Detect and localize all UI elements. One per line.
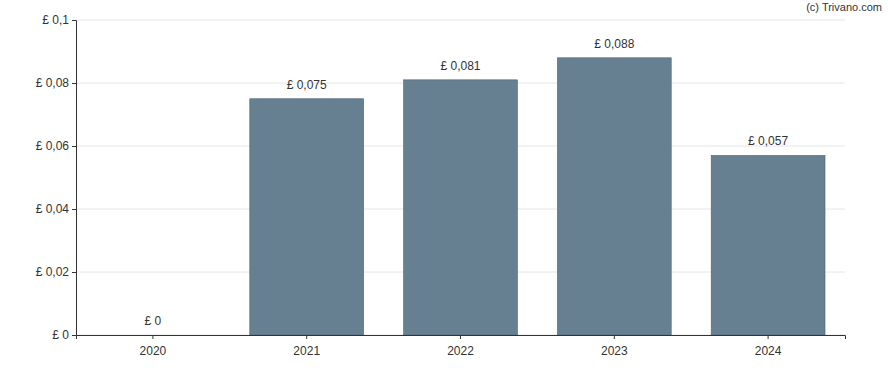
data-label: £ 0,075 — [287, 78, 327, 92]
plot: £ 0 £ 0,02 £ 0,04 £ 0,06 £ 0,08 £ 0,1 2020 2021… — [36, 13, 846, 358]
bar — [557, 58, 671, 335]
y-tick-mark — [72, 20, 76, 21]
x-tick-label: 2021 — [293, 344, 320, 358]
grid — [76, 20, 845, 335]
x-tick-label: 2022 — [447, 344, 474, 358]
bar — [404, 80, 518, 335]
y-tick: £ 0,02 — [36, 265, 76, 279]
x-tick-mark — [152, 335, 153, 339]
y-tick-label: £ 0,06 — [36, 139, 70, 153]
x-tick-label: 2020 — [140, 344, 167, 358]
y-tick: £ 0,08 — [36, 76, 76, 90]
y-tick-label: £ 0,04 — [36, 202, 70, 216]
data-label: £ 0,088 — [594, 37, 634, 51]
annotation: (c) Trivano.com — [806, 1, 882, 13]
x-tick-mark — [460, 335, 461, 339]
data-label: £ 0 — [145, 314, 162, 328]
y-tick: £ 0 — [52, 328, 76, 342]
y-axis: £ 0 £ 0,02 £ 0,04 £ 0,06 £ 0,08 £ 0,1 — [36, 13, 77, 342]
y-tick: £ 0,04 — [36, 202, 76, 216]
x-tick-mark — [614, 335, 615, 339]
x-tick: 2021 — [293, 335, 320, 358]
x-axis: 2020 2021 2022 2023 2024 — [77, 335, 846, 358]
y-tick: £ 0,06 — [36, 139, 76, 153]
data-labels: £ 0 £ 0,075 £ 0,081 £ 0,088 £ 0,057 — [145, 37, 789, 328]
bar — [96, 335, 210, 336]
y-tick-label: £ 0,02 — [36, 265, 70, 279]
y-tick-mark — [72, 335, 76, 336]
y-tick-mark — [72, 272, 76, 273]
x-axis-line — [77, 336, 846, 340]
data-label: £ 0,081 — [440, 59, 480, 73]
x-tick: 2020 — [140, 335, 167, 358]
bars — [250, 58, 825, 335]
y-tick-mark — [72, 146, 76, 147]
x-tick: 2022 — [447, 335, 474, 358]
y-tick-label: £ 0,08 — [36, 76, 70, 90]
y-tick-mark — [72, 83, 76, 84]
data-label: £ 0,057 — [748, 134, 788, 148]
x-tick: 2023 — [601, 335, 628, 358]
grid-line — [76, 20, 845, 21]
x-tick-mark — [768, 335, 769, 339]
x-tick: 2024 — [755, 335, 782, 358]
x-tick-mark — [306, 335, 307, 339]
chart: £ 0 £ 0,02 £ 0,04 £ 0,06 £ 0,08 £ 0,1 2020 2021… — [0, 0, 888, 370]
y-tick: £ 0,1 — [42, 13, 76, 27]
y-tick-label: £ 0 — [52, 328, 69, 342]
x-tick-label: 2024 — [755, 344, 782, 358]
bar — [250, 99, 364, 335]
x-tick-label: 2023 — [601, 344, 628, 358]
bar — [711, 155, 825, 335]
y-tick-label: £ 0,1 — [42, 13, 69, 27]
y-tick-mark — [72, 209, 76, 210]
y-axis-line — [72, 21, 77, 336]
